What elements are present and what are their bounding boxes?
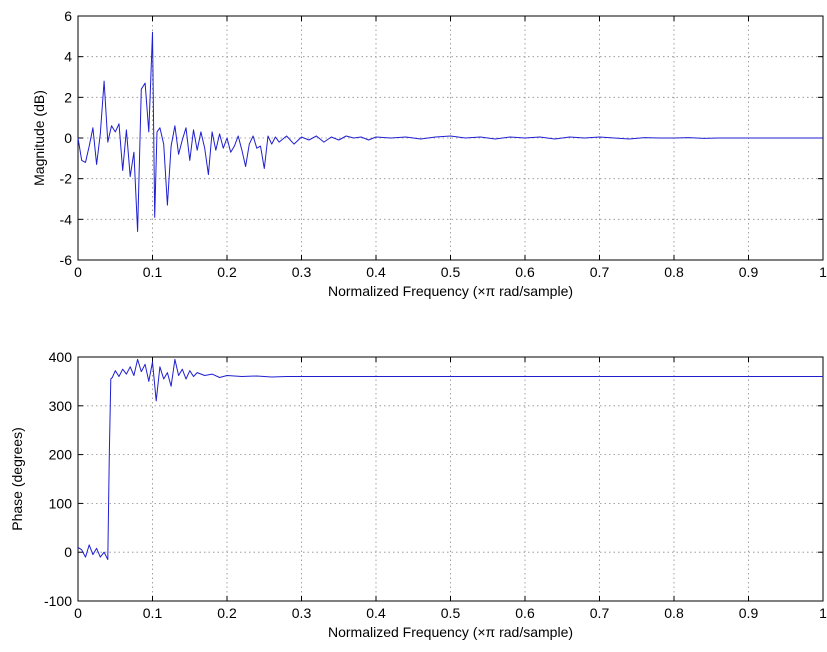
phase-x-tick-label: 0.2 [217,605,237,621]
magnitude-y-tick-label: 6 [64,8,72,24]
phase-x-tick-label: 0.6 [515,605,535,621]
phase-y-tick-label: 200 [49,447,73,463]
phase-y-tick-label: 0 [64,544,72,560]
phase-y-tick-label: 300 [49,398,73,414]
magnitude-x-tick-label: 0 [74,264,82,280]
phase-x-tick-label: 0.5 [441,605,461,621]
magnitude-x-tick-label: 0.7 [590,264,610,280]
magnitude-y-axis-label: Magnitude (dB) [31,90,47,186]
phase-x-tick-label: 0.3 [292,605,312,621]
magnitude-plot: 0 0.1 0.2 0.3 0.4 0.5 0.6 0.7 0.8 0.9 1 -6 -4 -2 0 2 4 6 N… [31,8,827,299]
magnitude-x-axis-label: Normalized Frequency (×π rad/sample) [328,283,573,299]
magnitude-x-tick-label: 0.6 [515,264,535,280]
phase-y-axis-label: Phase (degrees) [9,427,25,531]
magnitude-x-tick-label: 0.1 [143,264,163,280]
phase-y-tick-label: 100 [49,495,73,511]
phase-x-tick-label: 1 [819,605,827,621]
phase-x-tick-label: 0.1 [143,605,163,621]
magnitude-y-tick-label: -2 [60,171,73,187]
phase-x-tick-label: 0.8 [664,605,684,621]
phase-x-axis-label: Normalized Frequency (×π rad/sample) [328,624,573,640]
magnitude-y-tick-label: 4 [64,49,72,65]
phase-series-line [77,358,823,560]
magnitude-x-tick-label: 0.8 [664,264,684,280]
magnitude-series-line [77,31,823,232]
phase-x-tick-label: 0.7 [590,605,610,621]
magnitude-y-tick-label: -6 [60,252,73,268]
magnitude-x-tick-label: 0.9 [739,264,759,280]
phase-x-tick-label: 0.9 [739,605,759,621]
phase-x-tick-label: 0 [74,605,82,621]
magnitude-y-tick-label: -4 [60,211,73,227]
magnitude-y-tick-label: 2 [64,89,72,105]
magnitude-x-tick-label: 0.2 [217,264,237,280]
phase-y-tick-label: 400 [49,349,73,365]
phase-x-tick-label: 0.4 [366,605,386,621]
magnitude-x-tick-label: 0.5 [441,264,461,280]
phase-y-tick-label: -100 [44,593,72,609]
magnitude-x-tick-label: 1 [819,264,827,280]
phase-plot: 0 0.1 0.2 0.3 0.4 0.5 0.6 0.7 0.8 0.9 1-1000100200… [9,349,827,640]
magnitude-x-tick-label: 0.3 [292,264,312,280]
magnitude-x-tick-label: 0.4 [366,264,386,280]
magnitude-y-tick-label: 0 [64,130,72,146]
